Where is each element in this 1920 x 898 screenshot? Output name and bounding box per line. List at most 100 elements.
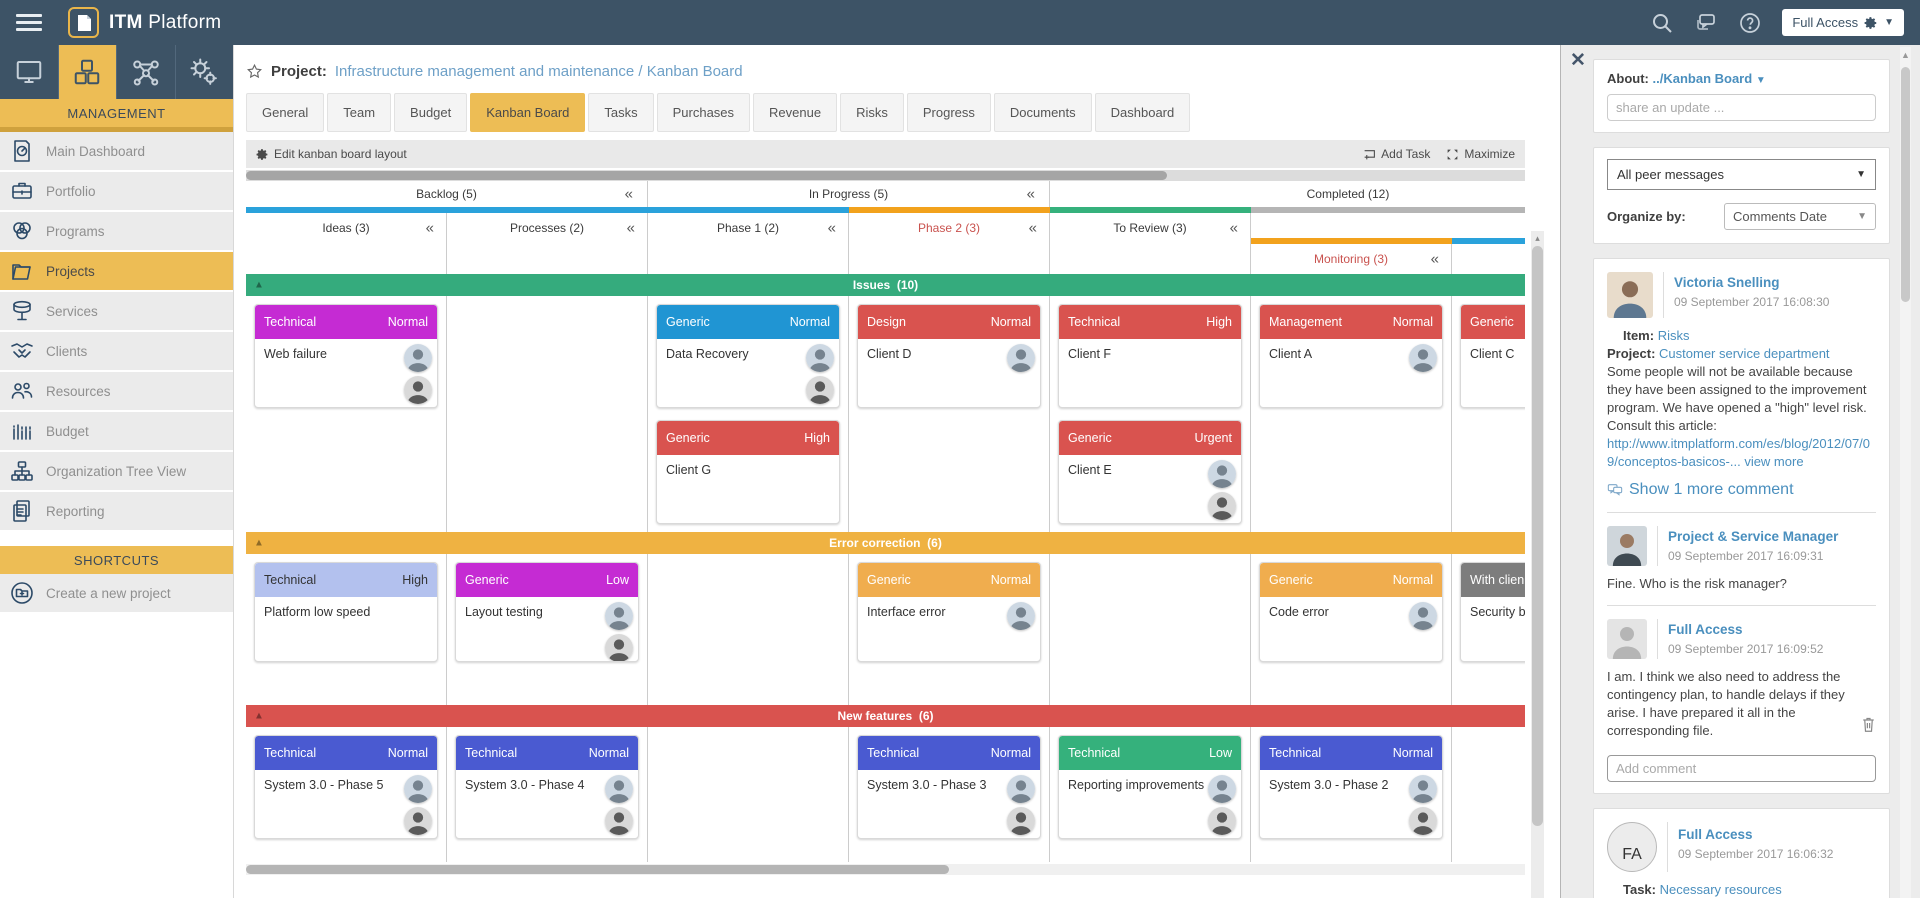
sidebar-tab-gears[interactable] <box>175 45 233 99</box>
kanban-card[interactable]: Technical Normal System 3.0 - Phase 3 <box>857 735 1041 839</box>
chat-icon[interactable] <box>1694 11 1718 35</box>
kanban-card[interactable]: Technical High Platform low speed <box>254 562 438 662</box>
comment-author-link[interactable]: Project & Service Manager <box>1668 528 1839 544</box>
assignee-avatar[interactable] <box>404 775 432 803</box>
kanban-card[interactable]: Technical Normal System 3.0 - Phase 2 <box>1259 735 1443 839</box>
kanban-cell[interactable]: Generic Normal Data Recovery Generic Hig… <box>648 296 849 532</box>
kanban-card[interactable]: Generic Normal Interface error <box>857 562 1041 662</box>
kanban-cell[interactable]: Technical Normal System 3.0 - Phase 5 <box>246 727 447 862</box>
collapse-column-icon[interactable]: « <box>626 219 635 237</box>
full-access-button[interactable]: Full Access ▼ <box>1782 9 1904 36</box>
hamburger-menu-icon[interactable] <box>16 14 42 31</box>
column-header[interactable]: Phase 1 (2) « <box>648 213 849 274</box>
assignee-avatar[interactable] <box>1409 807 1437 835</box>
kanban-card[interactable]: Technical Low Reporting improvements <box>1058 735 1242 839</box>
assignee-avatar[interactable] <box>605 775 633 803</box>
assignee-avatar[interactable] <box>806 376 834 404</box>
assignee-avatar[interactable] <box>404 807 432 835</box>
kanban-cell[interactable]: Management Normal Client A <box>1251 296 1452 532</box>
kanban-card[interactable]: Technical High Client F <box>1058 304 1242 408</box>
assignee-avatar[interactable] <box>1409 775 1437 803</box>
assignee-avatar[interactable] <box>1007 775 1035 803</box>
sidebar-item-reporting[interactable]: Reporting <box>0 492 233 530</box>
sidebar-item-main-dashboard[interactable]: Main Dashboard <box>0 132 233 170</box>
assignee-avatar[interactable] <box>806 344 834 372</box>
tab-dashboard[interactable]: Dashboard <box>1094 93 1191 132</box>
kanban-cell[interactable] <box>648 554 849 705</box>
kanban-cell[interactable]: Generic Client C <box>1452 296 1525 532</box>
tab-team[interactable]: Team <box>327 93 392 132</box>
assignee-avatar[interactable] <box>404 376 432 404</box>
kanban-cell[interactable] <box>1050 554 1251 705</box>
search-icon[interactable] <box>1650 11 1674 35</box>
kanban-card[interactable]: Generic Normal Data Recovery <box>656 304 840 408</box>
panel-scrollbar[interactable]: ▲ <box>1900 47 1911 898</box>
maximize-button[interactable]: Maximize <box>1446 147 1515 161</box>
edit-kanban-layout-button[interactable]: Edit kanban board layout <box>256 147 407 161</box>
close-panel-icon[interactable]: ✕ <box>1570 50 1586 71</box>
collapse-column-icon[interactable]: « <box>1430 250 1439 268</box>
kanban-cell[interactable]: Technical Normal System 3.0 - Phase 2 <box>1251 727 1452 862</box>
comment-url-link[interactable]: http://www.itmplatform.com/es/blog/2012/… <box>1607 435 1871 469</box>
share-update-input[interactable] <box>1607 94 1876 121</box>
column-group-header[interactable]: In Progress (5) « <box>648 181 1050 207</box>
item-link[interactable]: Risks <box>1657 328 1690 343</box>
help-icon[interactable] <box>1738 11 1762 35</box>
tab-purchases[interactable]: Purchases <box>656 93 751 132</box>
sidebar-item-services[interactable]: Services <box>0 292 233 330</box>
sidebar-item-budget[interactable]: Budget <box>0 412 233 450</box>
kanban-cell[interactable]: Generic Normal Interface error <box>849 554 1050 705</box>
task-link[interactable]: Necessary resources <box>1659 882 1782 898</box>
project-link[interactable]: Customer service department <box>1659 345 1830 361</box>
tab-tasks[interactable]: Tasks <box>588 93 654 132</box>
sidebar-tab-network[interactable] <box>117 45 176 99</box>
collapse-column-icon[interactable]: « <box>1028 219 1037 237</box>
column-header[interactable]: Phase 2 (3) « <box>849 213 1050 274</box>
organize-by-select[interactable]: Comments Date ▼ <box>1724 203 1876 230</box>
swimlane-header-new-features[interactable]: ▲ New features (6) <box>246 705 1525 727</box>
collapse-column-icon[interactable]: « <box>1026 185 1035 203</box>
assignee-avatar[interactable] <box>1007 807 1035 835</box>
kanban-card[interactable]: Generic High Client G <box>656 420 840 524</box>
tab-risks[interactable]: Risks <box>840 93 904 132</box>
sidebar-item-portfolio[interactable]: Portfolio <box>0 172 233 210</box>
kanban-cell[interactable]: Technical Normal System 3.0 - Phase 3 <box>849 727 1050 862</box>
kanban-card[interactable]: Generic Client C <box>1460 304 1525 408</box>
assignee-avatar[interactable] <box>1208 775 1236 803</box>
kanban-cell[interactable] <box>447 296 648 532</box>
sidebar-item-resources[interactable]: Resources <box>0 372 233 410</box>
sidebar-tab-monitor[interactable] <box>0 45 59 99</box>
column-header[interactable]: To Review (3) « <box>1050 213 1251 274</box>
scroll-up-arrow[interactable]: ▴ <box>1535 233 1540 243</box>
column-header[interactable]: Monitoring (3) « <box>1251 244 1452 274</box>
collapse-column-icon[interactable]: « <box>827 219 836 237</box>
kanban-cell[interactable]: Technical Normal System 3.0 - Phase 4 <box>447 727 648 862</box>
assignee-avatar[interactable] <box>605 807 633 835</box>
board-horizontal-scrollbar-bottom[interactable] <box>246 864 1525 875</box>
kanban-card[interactable]: Design Normal Client D <box>857 304 1041 408</box>
tab-general[interactable]: General <box>246 93 325 132</box>
assignee-avatar[interactable] <box>1208 807 1236 835</box>
favorite-star-icon[interactable] <box>246 63 263 80</box>
kanban-cell[interactable]: Technical High Platform low speed <box>246 554 447 705</box>
message-filter-select[interactable]: All peer messages ▼ <box>1607 159 1876 190</box>
add-comment-input[interactable] <box>1607 755 1876 783</box>
tab-documents[interactable]: Documents <box>993 93 1092 132</box>
tab-revenue[interactable]: Revenue <box>753 93 838 132</box>
kanban-card[interactable]: Generic Urgent Client E <box>1058 420 1242 524</box>
sidebar-item-programs[interactable]: Programs <box>0 212 233 250</box>
kanban-cell[interactable]: Technical Normal Web failure <box>246 296 447 532</box>
kanban-card[interactable]: Generic Low Layout testing <box>455 562 639 662</box>
kanban-card[interactable]: Technical Normal System 3.0 - Phase 4 <box>455 735 639 839</box>
kanban-cell[interactable]: Generic Low Layout testing <box>447 554 648 705</box>
sidebar-item-projects[interactable]: Projects <box>0 252 233 290</box>
assignee-avatar[interactable] <box>404 344 432 372</box>
show-more-comments-link[interactable]: Show 1 more comment <box>1629 480 1794 498</box>
kanban-cell[interactable] <box>1452 727 1525 862</box>
column-header[interactable]: Processes (2) « <box>447 213 648 274</box>
assignee-avatar[interactable] <box>605 634 633 661</box>
kanban-cell[interactable]: Technical Low Reporting improvements <box>1050 727 1251 862</box>
kanban-cell[interactable]: With clien Security br <box>1452 554 1525 705</box>
assignee-avatar[interactable] <box>1409 344 1437 372</box>
kanban-cell[interactable]: Technical High Client F Generic Urgent C… <box>1050 296 1251 532</box>
